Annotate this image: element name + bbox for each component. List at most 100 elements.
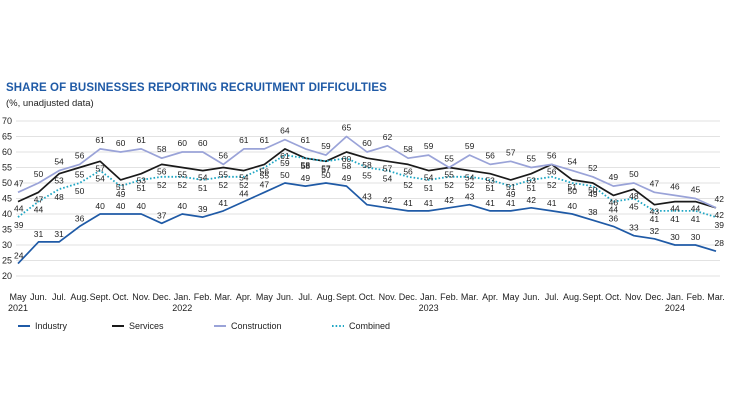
x-tick-label: Nov. bbox=[379, 292, 397, 302]
data-label-construction: 60 bbox=[198, 138, 208, 148]
data-label-combined: 41 bbox=[691, 214, 701, 224]
data-label-services: 51 bbox=[116, 182, 126, 192]
series-line-services bbox=[17, 148, 717, 209]
data-label-combined: 51 bbox=[527, 183, 537, 193]
legend: Industry Services Construction Combined bbox=[18, 321, 390, 331]
data-label-industry: 43 bbox=[465, 192, 475, 202]
x-year-label: 2023 bbox=[419, 303, 439, 313]
data-label-industry: 42 bbox=[444, 195, 454, 205]
series-line-industry bbox=[17, 182, 717, 265]
x-tick-label: Sept. bbox=[336, 292, 357, 302]
data-label-industry: 50 bbox=[321, 170, 331, 180]
x-tick-label: Mar. bbox=[461, 292, 479, 302]
data-label-services: 46 bbox=[609, 197, 619, 207]
x-tick-label: Jul. bbox=[298, 292, 312, 302]
data-label-services: 44 bbox=[14, 204, 24, 214]
data-label-combined: 41 bbox=[650, 214, 660, 224]
data-label-construction: 56 bbox=[547, 150, 557, 160]
data-label-combined: 54 bbox=[383, 174, 393, 184]
data-label-construction: 60 bbox=[178, 138, 188, 148]
y-tick-label: 65 bbox=[2, 132, 12, 142]
data-label-industry: 41 bbox=[424, 198, 434, 208]
data-label-construction: 56 bbox=[75, 150, 85, 160]
data-label-services: 57 bbox=[95, 163, 105, 173]
data-label-services: 51 bbox=[506, 182, 516, 192]
x-tick-label: Sept. bbox=[582, 292, 603, 302]
data-label-construction: 65 bbox=[342, 123, 352, 133]
data-label-industry: 24 bbox=[14, 251, 24, 261]
x-year-label: 2021 bbox=[8, 303, 28, 313]
y-tick-label: 35 bbox=[2, 225, 12, 235]
data-label-industry: 42 bbox=[527, 195, 537, 205]
data-label-industry: 41 bbox=[219, 198, 229, 208]
data-label-construction: 55 bbox=[527, 154, 537, 164]
x-tick-label: Aug. bbox=[70, 292, 89, 302]
data-label-services: 54 bbox=[424, 173, 434, 183]
data-label-combined: 58 bbox=[301, 161, 311, 171]
data-label-combined: 52 bbox=[157, 180, 167, 190]
data-label-services: 50 bbox=[588, 185, 598, 195]
x-tick-label: May bbox=[9, 292, 27, 302]
y-tick-label: 25 bbox=[2, 256, 12, 266]
data-label-services: 56 bbox=[260, 166, 270, 176]
x-tick-label: Dec. bbox=[645, 292, 664, 302]
y-tick-label: 45 bbox=[2, 194, 12, 204]
x-tick-label: Feb. bbox=[686, 292, 704, 302]
data-label-services: 58 bbox=[362, 160, 372, 170]
data-label-construction: 42 bbox=[715, 194, 725, 204]
x-tick-label: May bbox=[502, 292, 520, 302]
data-label-combined: 48 bbox=[54, 192, 64, 202]
legend-label-services: Services bbox=[129, 321, 164, 331]
data-label-construction: 64 bbox=[280, 126, 290, 136]
legend-label-combined: Combined bbox=[349, 321, 390, 331]
data-label-industry: 31 bbox=[54, 229, 64, 239]
data-label-services: 53 bbox=[54, 176, 64, 186]
x-tick-label: Nov. bbox=[132, 292, 150, 302]
series-lines bbox=[17, 135, 717, 265]
x-tick-label: Apr. bbox=[236, 292, 252, 302]
data-label-services: 51 bbox=[568, 182, 578, 192]
data-label-services: 56 bbox=[547, 166, 557, 176]
data-label-combined: 59 bbox=[280, 158, 290, 168]
data-label-services: 47 bbox=[34, 194, 44, 204]
data-label-services: 54 bbox=[239, 173, 249, 183]
data-label-services: 54 bbox=[198, 173, 208, 183]
data-label-construction: 62 bbox=[383, 132, 393, 142]
data-label-services: 56 bbox=[157, 166, 167, 176]
data-label-construction: 47 bbox=[14, 178, 24, 188]
data-label-services: 48 bbox=[629, 191, 639, 201]
data-label-combined: 44 bbox=[34, 205, 44, 215]
data-label-combined: 50 bbox=[568, 186, 578, 196]
data-label-construction: 61 bbox=[260, 135, 270, 145]
x-year-label: 2024 bbox=[665, 303, 685, 313]
data-label-combined: 41 bbox=[670, 214, 680, 224]
data-label-combined: 51 bbox=[198, 183, 208, 193]
data-label-construction: 46 bbox=[670, 181, 680, 191]
data-label-construction: 59 bbox=[321, 141, 331, 151]
data-label-industry: 30 bbox=[691, 232, 701, 242]
data-label-industry: 32 bbox=[650, 226, 660, 236]
data-label-services: 53 bbox=[136, 176, 146, 186]
y-tick-label: 50 bbox=[2, 178, 12, 188]
data-label-construction: 61 bbox=[136, 135, 146, 145]
data-label-services: 55 bbox=[75, 170, 85, 180]
data-label-services: 55 bbox=[219, 170, 229, 180]
x-tick-label: Mar. bbox=[215, 292, 233, 302]
data-label-combined: 44 bbox=[609, 205, 619, 215]
data-label-combined: 52 bbox=[403, 180, 413, 190]
x-tick-label: Dec. bbox=[152, 292, 171, 302]
x-tick-label: Aug. bbox=[563, 292, 582, 302]
data-label-services: 44 bbox=[691, 204, 701, 214]
x-tick-label: Feb. bbox=[440, 292, 458, 302]
x-tick-label: Jan. bbox=[420, 292, 437, 302]
data-label-services: 57 bbox=[383, 163, 393, 173]
chart-subtitle: (%, unadjusted data) bbox=[6, 98, 94, 109]
data-label-industry: 38 bbox=[588, 207, 598, 217]
x-tick-label: Mar. bbox=[707, 292, 725, 302]
data-label-construction: 55 bbox=[444, 154, 454, 164]
x-tick-label: Dec. bbox=[399, 292, 418, 302]
data-label-services: 61 bbox=[280, 151, 290, 161]
